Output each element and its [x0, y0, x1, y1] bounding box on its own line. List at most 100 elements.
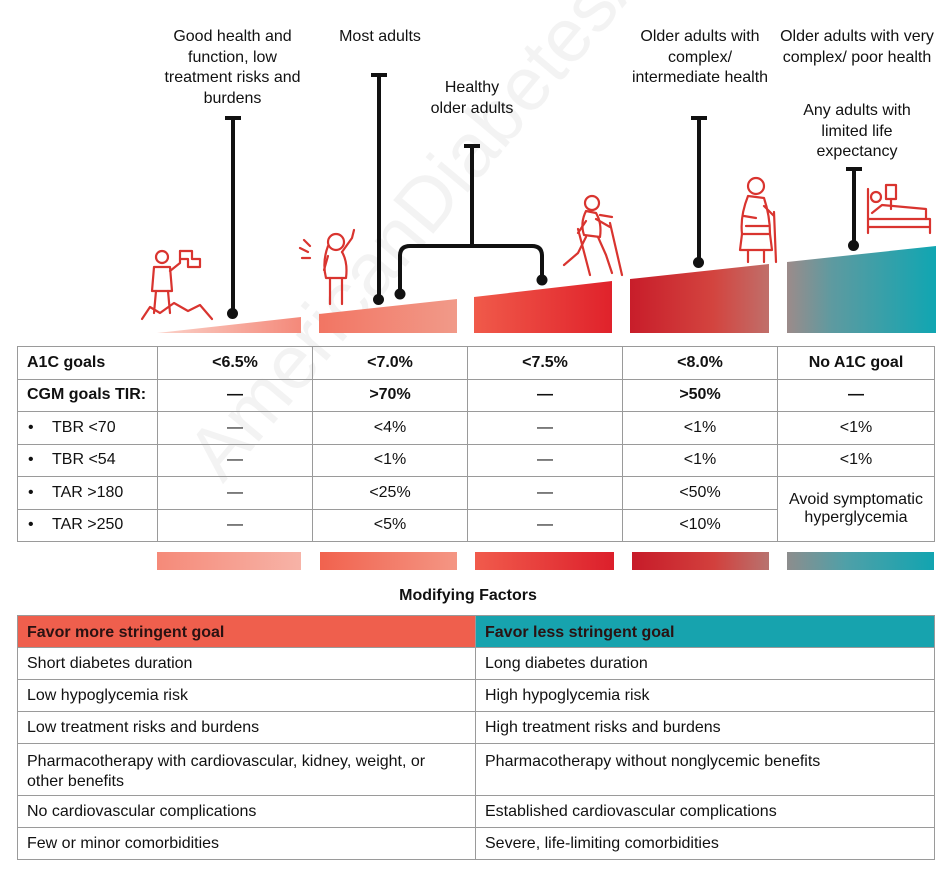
goal-value-cell: —	[157, 508, 313, 542]
goals-row-label: • TBR <70	[17, 411, 158, 445]
goals-row-label-text: TAR >180	[52, 483, 124, 501]
stringency-bar-1	[157, 552, 301, 570]
goal-value-cell: —	[157, 443, 313, 477]
goal-value-cell: —	[467, 411, 623, 445]
goal-value-cell: —	[157, 476, 313, 510]
goal-value-cell: —	[157, 378, 313, 412]
goal-value-cell: <1%	[622, 443, 778, 477]
stringent-factor: Low treatment risks and burdens	[17, 711, 476, 744]
goals-row-label: A1C goals	[17, 346, 158, 380]
bullet: •	[28, 451, 34, 469]
goals-row: • TBR <54— <1% — <1% <1%	[17, 443, 935, 477]
less-stringent-factor: Severe, life-limiting comorbidities	[475, 827, 935, 860]
goal-value-cell: No A1C goal	[777, 346, 935, 380]
less-stringent-factor: Established cardiovascular complications	[475, 795, 935, 828]
goal-value-cell: —	[467, 378, 623, 412]
less-stringent-factor: High hypoglycemia risk	[475, 679, 935, 712]
goal-value-cell: <1%	[777, 443, 935, 477]
bullet: •	[28, 483, 34, 501]
goals-row-label-text: TBR <70	[52, 418, 116, 436]
goal-value-cell: <1%	[312, 443, 468, 477]
goal-value-cell: <10%	[622, 508, 778, 542]
goal-value-cell: <7.5%	[467, 346, 623, 380]
population-label-poor-health: Older adults with very complex/ poor hea…	[780, 28, 934, 66]
goal-value-cell: —	[777, 378, 935, 412]
pointer-dot	[373, 294, 384, 305]
ramp-segment-3	[474, 281, 612, 333]
modifying-factors-title: Modifying Factors	[399, 587, 537, 604]
modifying-factor-row: Low hypoglycemia risk High hypoglycemia r…	[17, 679, 935, 712]
goals-row: A1C goals <6.5% <7.0% <7.5% <8.0% No A1C goal	[17, 346, 935, 380]
stringent-factor: Low hypoglycemia risk	[17, 679, 476, 712]
older-adult-cane-icon	[738, 176, 778, 264]
pointer-line	[231, 116, 235, 312]
stringency-ramp	[157, 246, 936, 333]
pointer-dot	[227, 308, 238, 319]
goals-row: CGM goals TIR: — >70% — >50% —	[17, 378, 935, 412]
goal-value-cell: >50%	[622, 378, 778, 412]
goal-value-cell: <5%	[312, 508, 468, 542]
pointer-line	[697, 116, 701, 262]
hospital-bed-icon	[866, 183, 932, 235]
stringency-bar-3	[475, 552, 614, 570]
pointer-dot	[693, 257, 704, 268]
avoid-hyperglycemia-note: Avoid symptomatic hyperglycemia	[777, 476, 935, 542]
goals-row-label: • TAR >180	[17, 476, 158, 510]
stringent-factor: Few or minor comorbidities	[17, 827, 476, 860]
goals-row-label-text: TAR >250	[52, 516, 124, 534]
glycemic-goals-table: A1C goals <6.5% <7.0% <7.5% <8.0% No A1C goal…	[17, 346, 935, 542]
less-stringent-factor: Pharmacotherapy without nonglycemic bene…	[475, 743, 935, 796]
goal-value-cell: <50%	[622, 476, 778, 510]
goals-row: • TBR <70— <4% — <1% <1%	[17, 411, 935, 445]
population-label-good-health: Good health and function, low treatment …	[164, 28, 301, 107]
bullet: •	[28, 516, 34, 534]
stringent-factor: No cardiovascular complications	[17, 795, 476, 828]
goal-value-cell: <1%	[622, 411, 778, 445]
stringent-factor: Pharmacotherapy with cardiovascular, kid…	[17, 743, 476, 796]
goal-value-cell: —	[467, 476, 623, 510]
goals-row: • TAR >180— <25% — <50% Avoid symptomatic hyp…	[17, 476, 935, 542]
modifying-factor-row: Few or minor comorbidities Severe, life-l…	[17, 827, 935, 860]
stringent-factor: Short diabetes duration	[17, 647, 476, 680]
goal-value-cell: <8.0%	[622, 346, 778, 380]
goals-row-label-text: TBR <54	[52, 451, 116, 469]
pointer-dot	[848, 240, 859, 251]
goals-row-label: CGM goals TIR:	[17, 378, 158, 412]
goals-row-label: • TBR <54	[17, 443, 158, 477]
population-label-complex-health: Older adults with complex/ intermediate …	[631, 28, 769, 86]
less-stringent-header: Favor less stringent goal	[475, 615, 935, 648]
stringency-bar-5	[787, 552, 934, 570]
person-waving-icon	[298, 228, 356, 306]
mountain-summit-flag-icon	[140, 249, 214, 321]
pointer-line	[377, 73, 381, 297]
less-stringent-factor: Long diabetes duration	[475, 647, 935, 680]
modifying-factor-row: Short diabetes duration Long diabetes dur…	[17, 647, 935, 680]
ramp-segment-1	[157, 317, 301, 333]
ramp-segment-4	[630, 264, 769, 333]
goal-value-cell: <6.5%	[157, 346, 313, 380]
stringency-bar-4	[632, 552, 769, 570]
less-stringent-factor: High treatment risks and burdens	[475, 711, 935, 744]
bullet: •	[28, 418, 34, 436]
goal-value-cell: —	[157, 411, 313, 445]
modifying-factor-row: Pharmacotherapy with cardiovascular, kid…	[17, 743, 935, 796]
population-label-limited-life: Any adults with limited life expectancy	[803, 102, 911, 160]
pointer-line	[852, 167, 856, 245]
population-label-healthy-older: Healthy older adults	[430, 79, 514, 117]
modifying-factor-row: No cardiovascular complications Establish…	[17, 795, 935, 828]
goal-value-cell: —	[467, 508, 623, 542]
bracket-line	[394, 244, 548, 300]
goal-value-cell: >70%	[312, 378, 468, 412]
stringent-header: Favor more stringent goal	[17, 615, 476, 648]
ramp-segment-5	[787, 246, 936, 333]
goal-value-cell: —	[467, 443, 623, 477]
modifying-factors-table: Favor more stringent goal Favor less str…	[17, 615, 935, 860]
pointer-line	[470, 144, 474, 246]
goal-value-cell: <7.0%	[312, 346, 468, 380]
population-label-most-adults: Most adults	[339, 28, 421, 45]
goal-value-cell: <1%	[777, 411, 935, 445]
goal-value-cell: <4%	[312, 411, 468, 445]
goals-row-label: • TAR >250	[17, 508, 158, 542]
ramp-segment-2	[319, 299, 457, 333]
goal-value-cell: <25%	[312, 476, 468, 510]
